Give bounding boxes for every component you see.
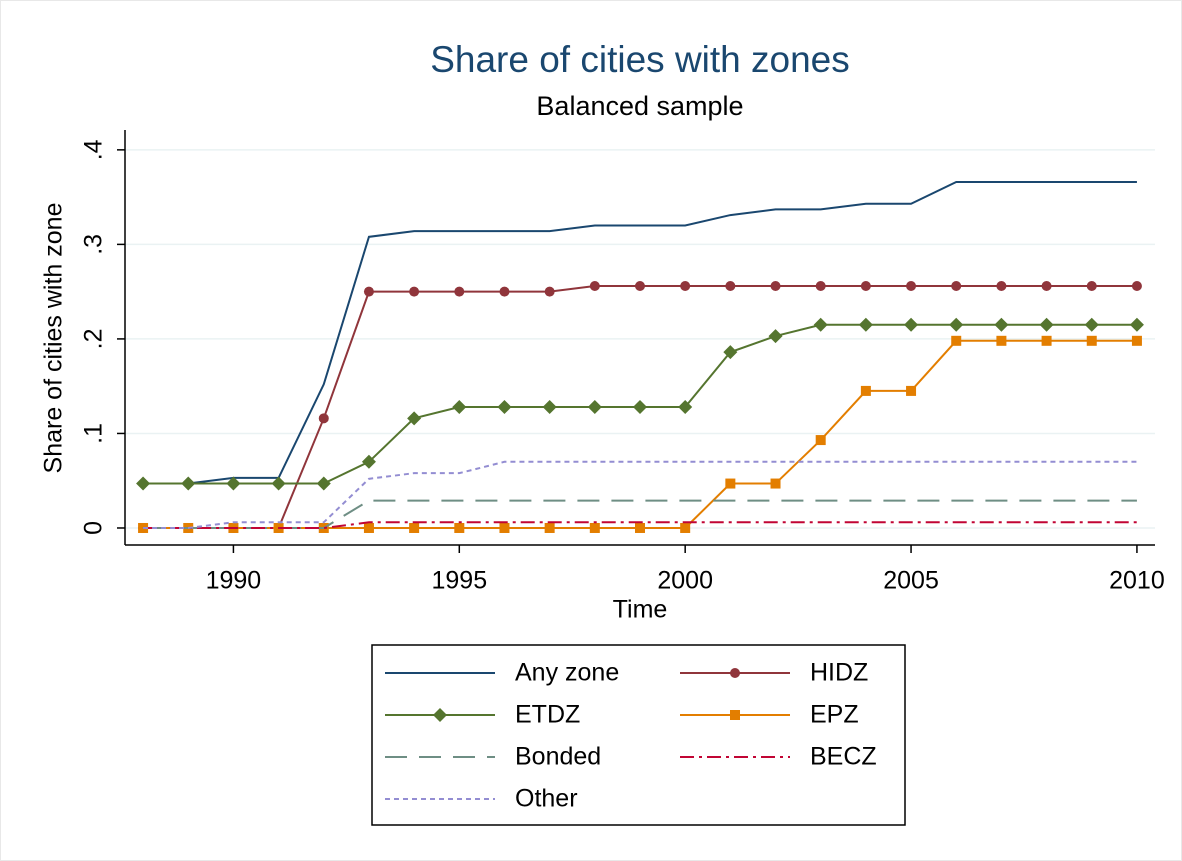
marker bbox=[136, 476, 151, 491]
legend-label: Any zone bbox=[515, 659, 619, 687]
marker bbox=[1041, 280, 1052, 291]
marker bbox=[725, 478, 736, 489]
marker bbox=[860, 280, 871, 291]
marker bbox=[951, 335, 962, 346]
x-tick-label: 1990 bbox=[206, 567, 262, 595]
series-line bbox=[143, 521, 1137, 529]
marker bbox=[1039, 317, 1054, 332]
marker bbox=[768, 329, 783, 344]
marker bbox=[770, 478, 781, 489]
marker bbox=[1086, 335, 1097, 346]
marker bbox=[815, 435, 826, 446]
marker bbox=[542, 399, 557, 414]
x-axis-label: Time bbox=[613, 596, 668, 624]
marker bbox=[904, 317, 919, 332]
legend-label: ETDZ bbox=[515, 701, 580, 729]
marker bbox=[1131, 335, 1142, 346]
y-tick-label: 0 bbox=[80, 521, 108, 535]
series-line bbox=[143, 499, 1137, 529]
chart-subtitle: Balanced sample bbox=[536, 91, 743, 121]
marker bbox=[951, 280, 962, 291]
series-line bbox=[143, 180, 1137, 485]
marker bbox=[226, 476, 241, 491]
marker bbox=[409, 286, 420, 297]
marker bbox=[1129, 317, 1144, 332]
marker bbox=[1084, 317, 1099, 332]
legend-marker bbox=[433, 708, 447, 722]
marker bbox=[1041, 335, 1052, 346]
marker bbox=[409, 522, 420, 533]
legend-label: EPZ bbox=[810, 701, 859, 729]
y-tick-label: .4 bbox=[80, 139, 108, 160]
marker bbox=[363, 522, 374, 533]
marker bbox=[994, 317, 1009, 332]
y-tick-label: .3 bbox=[80, 234, 108, 255]
legend-label: BECZ bbox=[810, 743, 877, 771]
marker bbox=[452, 399, 467, 414]
marker bbox=[544, 522, 555, 533]
marker bbox=[1086, 280, 1097, 291]
marker bbox=[770, 280, 781, 291]
y-axis-label: Share of cities with zone bbox=[40, 203, 68, 474]
legend-marker bbox=[730, 668, 740, 678]
x-tick-label: 2010 bbox=[1109, 567, 1165, 595]
marker bbox=[363, 286, 374, 297]
marker bbox=[181, 476, 196, 491]
marker bbox=[407, 411, 422, 426]
marker bbox=[589, 522, 600, 533]
marker bbox=[1131, 280, 1142, 291]
marker bbox=[815, 280, 826, 291]
marker bbox=[497, 399, 512, 414]
x-tick-label: 1995 bbox=[431, 567, 487, 595]
y-tick-label: .2 bbox=[80, 328, 108, 349]
marker bbox=[271, 476, 286, 491]
marker bbox=[996, 335, 1007, 346]
marker bbox=[858, 317, 873, 332]
marker bbox=[813, 317, 828, 332]
marker bbox=[996, 280, 1007, 291]
legend-label: HIDZ bbox=[810, 659, 868, 687]
marker bbox=[499, 286, 510, 297]
marker bbox=[906, 280, 917, 291]
marker bbox=[544, 286, 555, 297]
marker bbox=[678, 399, 693, 414]
marker bbox=[723, 345, 738, 360]
series-line bbox=[143, 460, 1137, 529]
marker bbox=[454, 286, 465, 297]
y-tick-label: .1 bbox=[80, 423, 108, 444]
marker bbox=[633, 399, 647, 414]
marker bbox=[680, 280, 691, 291]
marker bbox=[635, 522, 645, 533]
marker bbox=[589, 280, 600, 291]
marker bbox=[587, 399, 602, 414]
legend-marker bbox=[730, 710, 740, 720]
marker bbox=[318, 413, 329, 424]
marker bbox=[725, 280, 736, 291]
chart-title: Share of cities with zones bbox=[430, 39, 850, 80]
x-tick-label: 2005 bbox=[883, 567, 939, 595]
marker bbox=[454, 522, 465, 533]
marker bbox=[906, 385, 917, 396]
marker bbox=[949, 317, 964, 332]
marker bbox=[680, 522, 691, 533]
marker bbox=[316, 476, 331, 491]
legend-label: Other bbox=[515, 785, 578, 813]
legend-label: Bonded bbox=[515, 743, 601, 771]
marker bbox=[860, 385, 871, 396]
marker bbox=[499, 522, 510, 533]
legend-box bbox=[371, 644, 906, 826]
marker bbox=[635, 280, 645, 291]
marker bbox=[361, 454, 376, 469]
x-tick-label: 2000 bbox=[657, 567, 713, 595]
